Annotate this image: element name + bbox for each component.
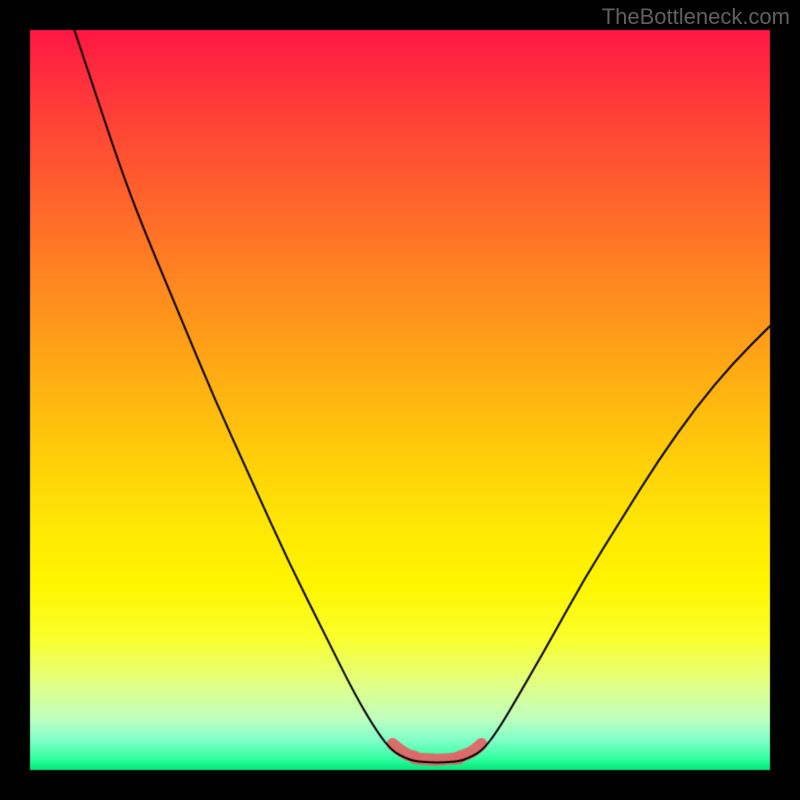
- bottleneck-chart: [0, 0, 800, 800]
- watermark-text: TheBottleneck.com: [602, 4, 790, 30]
